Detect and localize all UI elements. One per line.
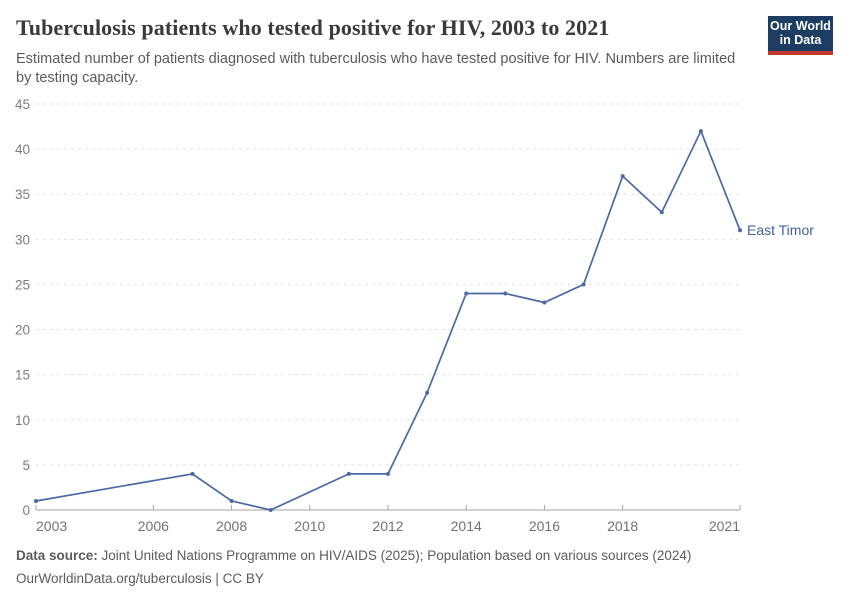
y-tick-label: 30 <box>15 232 30 247</box>
x-tick-label: 2010 <box>294 518 325 534</box>
data-point[interactable] <box>34 498 38 503</box>
y-tick-label: 5 <box>22 458 30 473</box>
chart-footer: Data source: Joint United Nations Progra… <box>0 544 850 587</box>
chart-subtitle: Estimated number of patients diagnosed w… <box>16 51 736 86</box>
data-point[interactable] <box>542 300 547 305</box>
data-point[interactable] <box>346 471 351 476</box>
x-tick-label: 2018 <box>607 518 638 534</box>
data-point[interactable] <box>386 471 390 476</box>
data-point[interactable] <box>190 471 195 476</box>
data-point[interactable] <box>581 282 586 287</box>
line-chart: 0 5 10 15 20 25 30 35 40 45 2003 2006 2008 2010 2012 20… <box>0 94 850 544</box>
data-point[interactable] <box>698 129 703 134</box>
x-tick-label: 2012 <box>372 518 403 534</box>
y-tick-label: 25 <box>15 277 30 292</box>
data-source-line: Data source: Joint United Nations Progra… <box>16 548 834 564</box>
x-tick-label: 2003 <box>36 518 67 534</box>
series-label[interactable]: East Timor <box>747 222 814 238</box>
data-point[interactable] <box>620 174 625 179</box>
data-point[interactable] <box>659 210 664 215</box>
y-tick-label: 45 <box>15 97 30 112</box>
owid-logo[interactable]: Our World in Data <box>768 16 833 55</box>
data-point[interactable] <box>503 291 508 296</box>
owid-logo-line1: Our World <box>770 19 831 33</box>
chart-title: Tuberculosis patients who tested positiv… <box>16 15 610 40</box>
data-source-text: Joint United Nations Programme on HIV/AI… <box>101 548 692 563</box>
data-point[interactable] <box>464 291 469 296</box>
data-point[interactable] <box>268 508 273 512</box>
data-point[interactable] <box>738 228 742 233</box>
owid-logo-line2: in Data <box>779 33 822 47</box>
chart-header: Tuberculosis patients who tested positiv… <box>0 0 850 88</box>
x-tick-label: 2006 <box>138 518 169 534</box>
data-point[interactable] <box>229 498 234 503</box>
x-tick-label: 2016 <box>529 518 560 534</box>
x-tick-label: 2021 <box>709 518 740 534</box>
data-point[interactable] <box>425 390 430 395</box>
y-tick-label: 40 <box>15 142 30 157</box>
x-tick-label: 2014 <box>451 518 482 534</box>
y-tick-label: 10 <box>15 413 30 428</box>
y-tick-label: 35 <box>15 187 30 202</box>
citation-line[interactable]: OurWorldinData.org/tuberculosis | CC BY <box>16 571 264 586</box>
data-line <box>35 130 741 511</box>
y-tick-label: 20 <box>15 323 30 338</box>
y-tick-label: 0 <box>22 503 30 518</box>
data-source-label: Data source: <box>16 548 98 563</box>
chart-canvas[interactable]: 0 5 10 15 20 25 30 35 40 45 2003 2006 2008 2010 2012 20… <box>0 94 850 544</box>
y-tick-label: 15 <box>15 368 30 383</box>
x-tick-label: 2008 <box>216 518 247 534</box>
